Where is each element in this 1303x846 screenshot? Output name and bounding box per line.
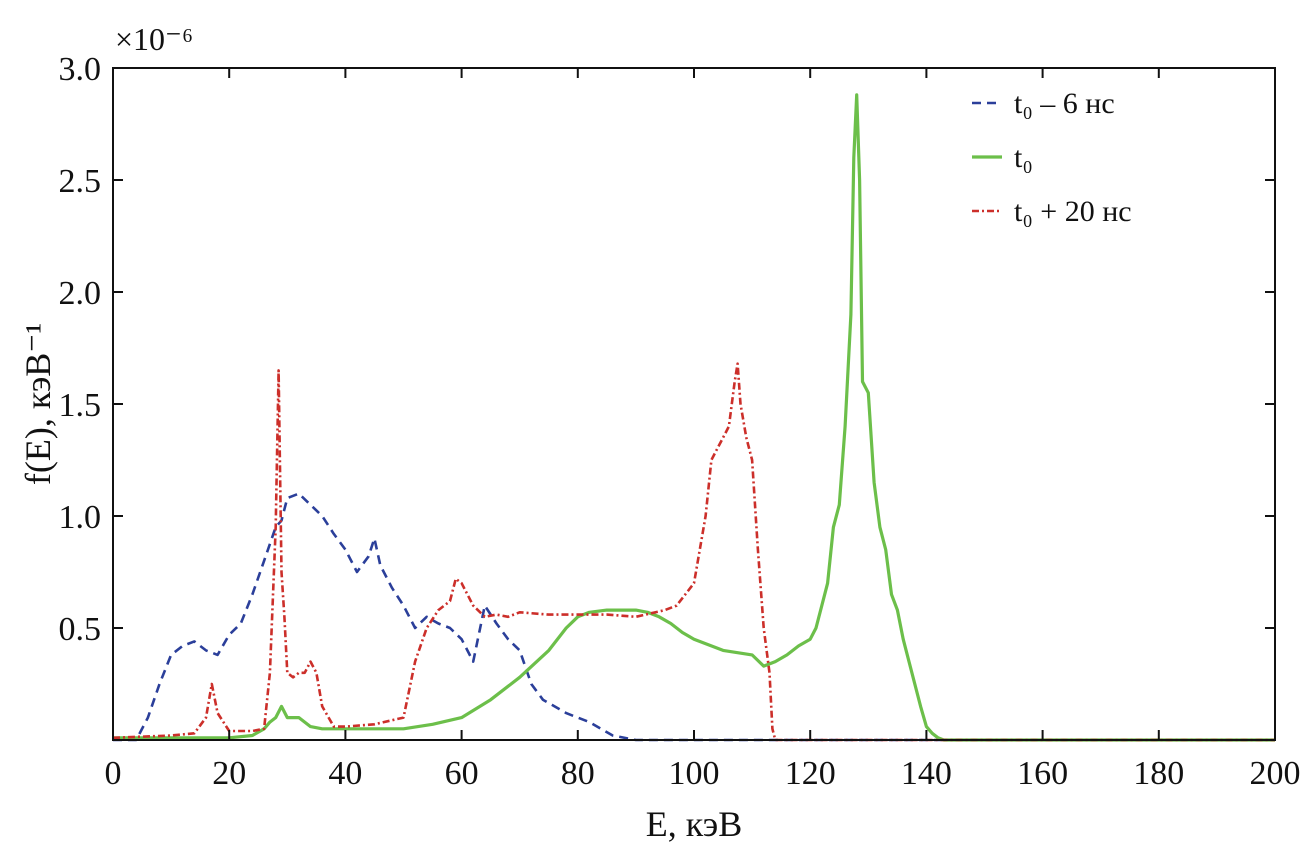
series-line-2 <box>112 362 1275 742</box>
y-tick-label: 2.0 <box>59 275 102 312</box>
x-tick-label: 180 <box>1133 755 1184 792</box>
y-axis-multiplier: ×10⁻⁶ <box>115 21 193 57</box>
legend-label-2: t₀ + 20 нс <box>1014 195 1132 228</box>
legend-label-0: t₀ – 6 нс <box>1014 87 1115 120</box>
x-tick-label: 80 <box>561 755 595 792</box>
x-tick-label: 60 <box>445 755 479 792</box>
x-tick-label: 100 <box>669 755 720 792</box>
x-tick-label: 20 <box>212 755 246 792</box>
legend: t₀ – 6 нс t₀ t₀ + 20 нс <box>972 87 1132 228</box>
x-tick-label: 120 <box>785 755 836 792</box>
y-tick-label: 1.0 <box>59 499 102 536</box>
x-tick-label: 200 <box>1250 755 1301 792</box>
y-tick-label: 2.5 <box>59 163 102 200</box>
axis-ticks: 0 20 40 60 80 100 120 140 160 180 200 0.5 1.0 1.5 2.0 2… <box>59 51 1301 792</box>
series-line-0 <box>113 492 1275 742</box>
x-axis-title: E, кэВ <box>646 804 742 844</box>
x-tick-label: 0 <box>105 755 122 792</box>
x-tick-label: 140 <box>901 755 952 792</box>
y-tick-label: 1.5 <box>59 387 102 424</box>
series-group <box>112 93 1275 742</box>
legend-label-1: t₀ <box>1014 141 1033 174</box>
y-tick-label: 3.0 <box>59 51 102 88</box>
y-tick-label: 0.5 <box>59 611 102 648</box>
x-tick-label: 40 <box>328 755 362 792</box>
x-tick-label: 160 <box>1017 755 1068 792</box>
series-line-1 <box>113 93 1275 742</box>
y-axis-title: f(E), кэВ⁻¹ <box>18 323 58 485</box>
